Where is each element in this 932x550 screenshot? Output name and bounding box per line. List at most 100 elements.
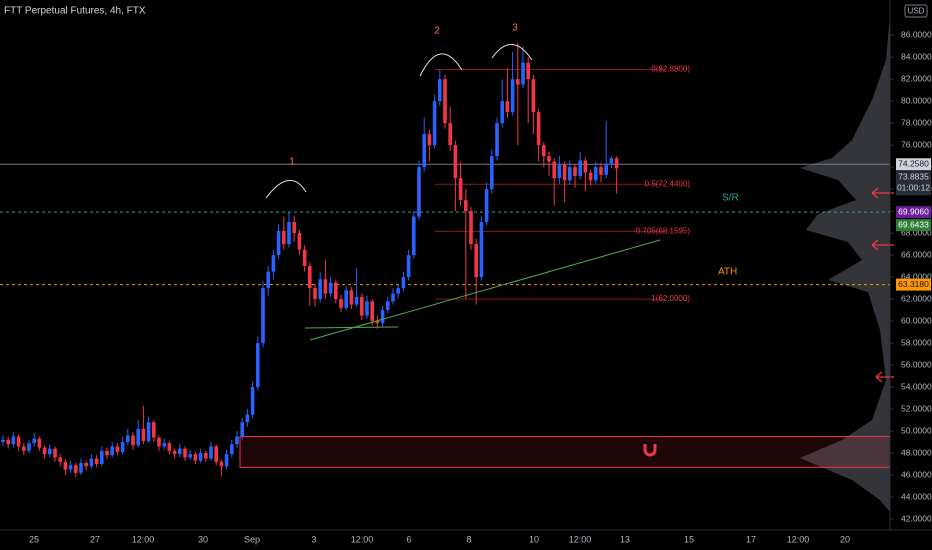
fib-label: 0.705(68.1595): [636, 226, 691, 235]
candle-body: [490, 156, 494, 190]
candle-body: [193, 454, 198, 461]
candle-body: [110, 446, 114, 456]
candle-body: [568, 167, 572, 181]
candle-body: [261, 288, 265, 344]
volume-profile: [800, 15, 890, 512]
candle-body: [245, 414, 250, 423]
candle-body: [188, 454, 192, 458]
candle-body: [126, 435, 130, 443]
y-tick-label: 80.0000: [901, 95, 932, 105]
price-badge-label: 63.3180: [898, 279, 929, 289]
candle-body: [141, 428, 146, 441]
candle-body: [458, 178, 463, 201]
x-tick-label: 20: [840, 534, 850, 544]
candle-body: [37, 438, 42, 448]
currency-badge: [904, 4, 928, 18]
candle-body: [120, 442, 125, 452]
candle-body: [183, 448, 187, 458]
x-tick-label: 8: [466, 534, 471, 544]
candle-body: [464, 200, 468, 212]
candle-body: [396, 288, 400, 294]
candle-body: [323, 279, 328, 294]
candle-body: [302, 249, 307, 267]
candle-body: [542, 145, 546, 157]
y-tick-label: 68.0000: [901, 227, 932, 237]
candle-body: [594, 167, 598, 181]
y-tick-label: 78.0000: [901, 117, 932, 127]
candle-body: [94, 458, 99, 465]
marks: 0(82.8800) 0.5(72.4400) 0.705(68.1595) 1(62…: [0, 42, 891, 478]
y-tick-label: 46.0000: [901, 469, 932, 479]
y-tick-label: 76.0000: [901, 139, 932, 149]
candle-body: [276, 230, 281, 256]
candle-body: [84, 462, 88, 467]
candle-body: [448, 123, 452, 146]
x-tick-label: 13: [620, 534, 630, 544]
candle-body: [1, 439, 5, 443]
price-badge-label: 74.2580: [898, 159, 929, 169]
x-tick-label: 27: [90, 534, 100, 544]
candle-body: [178, 448, 182, 455]
candle-body: [266, 271, 270, 289]
candle-body: [58, 457, 62, 462]
candle-body: [6, 439, 10, 445]
candle-body: [339, 299, 343, 308]
wave-arc: [491, 44, 533, 61]
candle-body: [63, 461, 68, 470]
candle-body: [146, 422, 151, 441]
candle-body: [578, 160, 582, 176]
candle-body: [401, 277, 406, 289]
candle-body: [474, 244, 478, 278]
candle-body: [562, 164, 567, 181]
candle-body: [599, 167, 603, 175]
fib-label: 0.5(72.4400): [645, 179, 691, 188]
x-tick-label: 10: [529, 534, 539, 544]
x-tick-label: 30: [198, 534, 208, 544]
candle-body: [526, 62, 530, 80]
candle-body: [16, 436, 21, 447]
currency-label: USD: [908, 7, 925, 16]
candle-body: [557, 164, 562, 179]
x-tick-label: 17: [746, 534, 756, 544]
candle-body: [198, 453, 203, 461]
y-tick-label: 52.0000: [901, 403, 932, 413]
candle-body: [365, 301, 369, 316]
candle-body: [162, 443, 166, 447]
y-tick-label: 62.0000: [901, 293, 932, 303]
y-tick-label: 64.0000: [901, 271, 932, 281]
candle-body: [11, 436, 16, 445]
candle-body: [136, 428, 140, 446]
candle-body: [167, 443, 172, 451]
price-badge: [896, 171, 931, 196]
price-badge-label: 69.9060: [898, 206, 929, 216]
candle-body: [334, 282, 338, 300]
candle-body: [53, 448, 57, 458]
y-tick-label: 50.0000: [901, 425, 932, 435]
candle-body: [380, 310, 385, 324]
candle-body: [500, 101, 504, 124]
price-badge: [896, 219, 931, 232]
candle-body: [521, 62, 525, 85]
candle-body: [583, 160, 588, 173]
candle-body: [417, 167, 421, 217]
y-tick-label: 44.0000: [901, 491, 932, 501]
chart-title: FTT Perpetual Futures, 4h, FTX: [4, 6, 146, 17]
support-line: [304, 326, 399, 329]
x-tick-label: 12:00: [569, 534, 592, 544]
candle-body: [604, 163, 608, 175]
candle-body: [552, 161, 556, 179]
candle-body: [438, 79, 442, 102]
candle-body: [172, 450, 177, 455]
candle-body: [292, 222, 296, 234]
candle-body: [453, 145, 458, 179]
y-tick-label: 54.0000: [901, 381, 932, 391]
trend-line: [309, 239, 661, 341]
candle-body: [250, 387, 255, 415]
candle-body: [516, 79, 520, 85]
candle-body: [209, 446, 213, 459]
candle-body: [27, 443, 31, 451]
x-tick-label: 6: [406, 534, 411, 544]
candle-body: [219, 461, 224, 467]
